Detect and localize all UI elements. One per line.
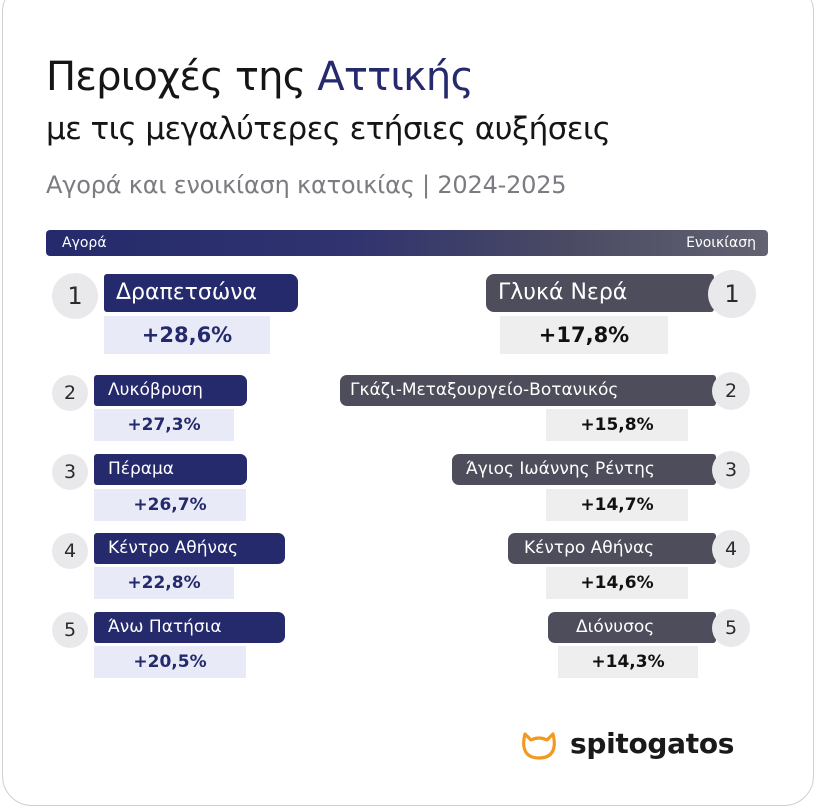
- banner-buy-label: Αγορά: [62, 235, 107, 251]
- buy-area-3: Πέραμα: [94, 454, 247, 485]
- logo-wordmark: spitogatos: [570, 727, 735, 760]
- buy-change-2: +27,3%: [94, 409, 234, 441]
- buy-change-1: +28,6%: [104, 316, 270, 354]
- buy-rank-5: 5: [52, 612, 88, 648]
- rent-area-5: Διόνυσος: [548, 612, 716, 643]
- rent-rank-2: 2: [712, 372, 750, 410]
- rent-change-4: +14,6%: [546, 567, 688, 599]
- rent-change-5: +14,3%: [558, 646, 698, 678]
- buy-rank-2: 2: [52, 375, 88, 411]
- cat-icon: [520, 728, 558, 764]
- rent-change-3: +14,7%: [546, 489, 688, 521]
- buy-change-3: +26,7%: [94, 489, 246, 521]
- buy-area-5: Άνω Πατήσια: [94, 612, 285, 643]
- banner-rent-label: Ενοικίαση: [686, 235, 756, 251]
- rent-area-4: Κέντρο Αθήνας: [508, 533, 716, 564]
- spitogatos-logo: spitogatos: [520, 724, 770, 764]
- title-highlight: Αττικής: [317, 54, 474, 100]
- rent-rank-1: 1: [708, 270, 756, 318]
- buy-rank-1: 1: [52, 273, 98, 319]
- rent-change-1: +17,8%: [500, 316, 668, 354]
- rent-area-1: Γλυκά Νερά: [486, 274, 714, 312]
- rent-change-2: +15,8%: [546, 409, 688, 441]
- rent-rank-4: 4: [712, 530, 750, 568]
- section-banner: Αγορά Ενοικίαση: [46, 230, 768, 256]
- buy-area-1: Δραπετσώνα: [104, 274, 298, 312]
- buy-area-2: Λυκόβρυση: [94, 375, 247, 406]
- buy-rank-4: 4: [52, 533, 88, 569]
- rent-area-2: Γκάζι-Μεταξουργείο-Βοτανικός: [340, 375, 716, 406]
- buy-change-4: +22,8%: [94, 567, 234, 599]
- subtitle: Αγορά και ενοικίαση κατοικίας | 2024-202…: [46, 171, 567, 199]
- buy-area-4: Κέντρο Αθήνας: [94, 533, 285, 564]
- rent-rank-5: 5: [712, 609, 750, 647]
- title-prefix: Περιοχές της: [46, 54, 318, 100]
- buy-rank-3: 3: [52, 454, 88, 490]
- buy-change-5: +20,5%: [94, 646, 246, 678]
- title-line-1: Περιοχές της Αττικής: [46, 52, 474, 102]
- rent-rank-3: 3: [712, 451, 750, 489]
- rent-area-3: Άγιος Ιωάννης Ρέντης: [452, 454, 716, 485]
- title-line-2: με τις μεγαλύτερες ετήσιες αυξήσεις: [46, 111, 611, 147]
